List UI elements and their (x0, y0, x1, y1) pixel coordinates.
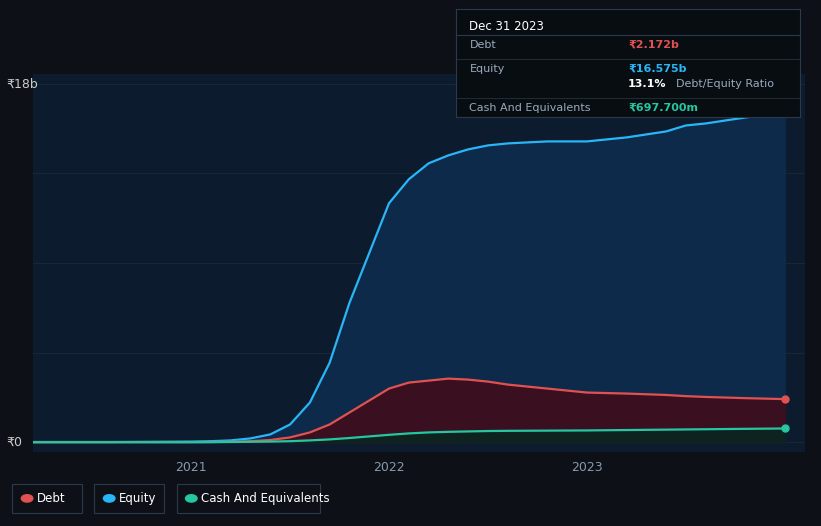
Text: 13.1%: 13.1% (628, 79, 667, 89)
Text: Dec 31 2023: Dec 31 2023 (470, 20, 544, 33)
Text: ₹18b: ₹18b (6, 77, 38, 90)
Text: ₹697.700m: ₹697.700m (628, 103, 698, 113)
Point (778, 108, 791, 116)
Text: ₹2.172b: ₹2.172b (628, 40, 679, 50)
Point (778, 395, 791, 403)
Text: Cash And Equivalents: Cash And Equivalents (470, 103, 591, 113)
Text: ₹16.575b: ₹16.575b (628, 64, 686, 74)
Text: ₹0: ₹0 (6, 436, 22, 449)
Text: Debt/Equity Ratio: Debt/Equity Ratio (677, 79, 774, 89)
Text: Cash And Equivalents: Cash And Equivalents (201, 492, 330, 505)
Text: Equity: Equity (119, 492, 157, 505)
Text: Equity: Equity (470, 64, 505, 74)
Text: Debt: Debt (470, 40, 496, 50)
Point (778, 424, 791, 433)
Text: Debt: Debt (37, 492, 66, 505)
